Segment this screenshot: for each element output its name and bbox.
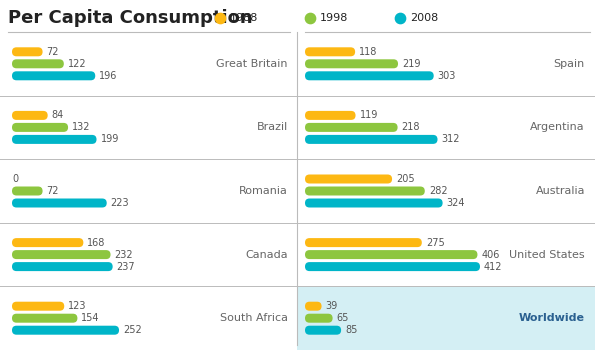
FancyBboxPatch shape (12, 111, 48, 120)
Text: 65: 65 (337, 313, 349, 323)
Text: 196: 196 (99, 71, 118, 81)
FancyBboxPatch shape (12, 262, 112, 271)
Text: 132: 132 (72, 122, 90, 132)
FancyBboxPatch shape (12, 47, 43, 56)
FancyBboxPatch shape (12, 302, 64, 311)
FancyBboxPatch shape (12, 71, 95, 80)
Text: United States: United States (509, 250, 585, 260)
FancyBboxPatch shape (305, 314, 333, 323)
Point (305, 15, 315, 21)
Text: 2008: 2008 (410, 13, 439, 23)
Text: 122: 122 (68, 59, 86, 69)
FancyBboxPatch shape (12, 198, 107, 208)
Text: Australia: Australia (536, 186, 585, 196)
Text: 406: 406 (481, 250, 500, 260)
FancyBboxPatch shape (305, 175, 392, 183)
FancyBboxPatch shape (305, 198, 443, 208)
FancyBboxPatch shape (12, 314, 77, 323)
Text: 0: 0 (12, 174, 18, 184)
Point (215, 15, 225, 21)
Text: 324: 324 (447, 198, 465, 208)
Text: Romania: Romania (239, 186, 288, 196)
Text: 1988: 1988 (230, 13, 258, 23)
Text: 205: 205 (396, 174, 415, 184)
Text: 223: 223 (111, 198, 129, 208)
FancyBboxPatch shape (297, 286, 595, 350)
Text: 282: 282 (429, 186, 447, 196)
FancyBboxPatch shape (305, 47, 355, 56)
FancyBboxPatch shape (305, 71, 434, 80)
Text: 72: 72 (46, 186, 59, 196)
Text: South Africa: South Africa (220, 313, 288, 323)
Text: Argentina: Argentina (530, 122, 585, 132)
FancyBboxPatch shape (12, 187, 43, 196)
Point (395, 15, 405, 21)
Text: 1998: 1998 (320, 13, 349, 23)
Text: 39: 39 (325, 301, 338, 311)
FancyBboxPatch shape (12, 59, 64, 68)
Text: 237: 237 (117, 261, 135, 272)
Text: 199: 199 (101, 134, 119, 145)
Text: 218: 218 (402, 122, 420, 132)
FancyBboxPatch shape (305, 302, 321, 311)
FancyBboxPatch shape (12, 123, 68, 132)
Text: 84: 84 (52, 110, 64, 120)
Text: 168: 168 (87, 238, 106, 247)
FancyBboxPatch shape (305, 250, 477, 259)
FancyBboxPatch shape (12, 250, 111, 259)
Text: 85: 85 (345, 325, 358, 335)
Text: Worldwide: Worldwide (519, 313, 585, 323)
Text: 219: 219 (402, 59, 421, 69)
FancyBboxPatch shape (305, 238, 422, 247)
Text: 118: 118 (359, 47, 377, 57)
Text: 119: 119 (359, 110, 378, 120)
FancyBboxPatch shape (12, 238, 83, 247)
Text: Great Britain: Great Britain (217, 59, 288, 69)
FancyBboxPatch shape (12, 135, 96, 144)
FancyBboxPatch shape (305, 187, 425, 196)
Text: 123: 123 (68, 301, 87, 311)
FancyBboxPatch shape (305, 326, 341, 335)
Text: 275: 275 (426, 238, 444, 247)
FancyBboxPatch shape (305, 123, 397, 132)
FancyBboxPatch shape (305, 135, 437, 144)
Text: Per Capita Consumption: Per Capita Consumption (8, 9, 253, 27)
Text: 312: 312 (441, 134, 460, 145)
Text: 72: 72 (46, 47, 59, 57)
FancyBboxPatch shape (305, 262, 480, 271)
FancyBboxPatch shape (305, 111, 356, 120)
Text: Canada: Canada (245, 250, 288, 260)
Text: 252: 252 (123, 325, 142, 335)
Text: 232: 232 (115, 250, 133, 260)
Text: Brazil: Brazil (257, 122, 288, 132)
Text: 154: 154 (82, 313, 100, 323)
Text: 412: 412 (484, 261, 503, 272)
Text: Spain: Spain (554, 59, 585, 69)
Text: 303: 303 (438, 71, 456, 81)
FancyBboxPatch shape (305, 59, 398, 68)
FancyBboxPatch shape (12, 326, 119, 335)
